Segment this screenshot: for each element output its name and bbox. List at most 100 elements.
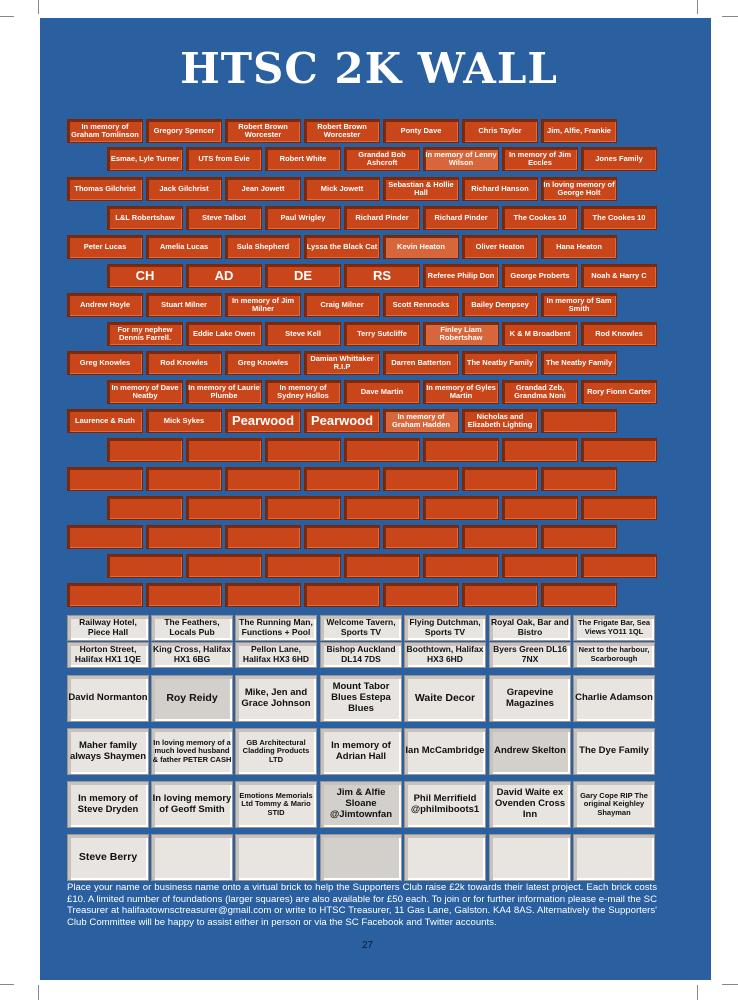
foundation-stone: Andrew Skelton bbox=[489, 728, 571, 775]
sponsor-stone: The Running Man, Functions + Pool bbox=[235, 615, 317, 641]
sponsor-stone: Boothtown, Halifax HX3 6HD bbox=[404, 642, 486, 668]
wall-brick: UTS from Evie bbox=[186, 147, 262, 171]
wall-brick: Sula Shepherd bbox=[225, 235, 301, 259]
wall-brick: Lyssa the Black Cat bbox=[304, 235, 380, 259]
wall-brick: Grandad Bob Ashcroft bbox=[344, 147, 420, 171]
crop-mark bbox=[722, 984, 738, 985]
wall-brick: Amelia Lucas bbox=[146, 235, 222, 259]
wall-brick bbox=[304, 525, 380, 549]
wall-brick: Craig Milner bbox=[304, 293, 380, 317]
wall-brick bbox=[265, 496, 341, 520]
foundation-stone bbox=[489, 834, 571, 881]
wall-brick: Jean Jowett bbox=[225, 177, 301, 201]
wall-brick bbox=[541, 525, 617, 549]
wall-brick: Kevin Heaton bbox=[383, 235, 459, 259]
foundation-stone: Roy Reidy bbox=[151, 675, 233, 722]
wall-brick bbox=[107, 496, 183, 520]
wall-brick: In memory of Sydney Hollos bbox=[265, 380, 341, 404]
foundation-stone: In memory of Steve Dryden bbox=[67, 781, 149, 828]
wall-brick bbox=[107, 554, 183, 578]
sponsor-stone: Royal Oak, Bar and Bistro bbox=[489, 615, 571, 641]
wall-brick: Gregory Spencer bbox=[146, 119, 222, 143]
wall-brick: Finley Liam Robertshaw bbox=[423, 322, 499, 346]
wall-brick bbox=[502, 554, 578, 578]
wall-brick: Thomas Gilchrist bbox=[67, 177, 143, 201]
wall-brick: Nicholas and Elizabeth Lighting bbox=[462, 409, 538, 433]
wall-brick: Darren Batterton bbox=[383, 351, 459, 375]
sponsor-stone: Horton Street, Halifax HX1 1QE bbox=[67, 642, 149, 668]
wall-brick: The Cookes 10 bbox=[502, 206, 578, 230]
wall-brick bbox=[581, 496, 657, 520]
foundation-stone: Jim & Alfie Sloane @Jimtownfan bbox=[320, 781, 402, 828]
footer-text: Place your name or business name onto a … bbox=[67, 882, 657, 928]
wall-brick: In memory of Dave Neatby bbox=[107, 380, 183, 404]
wall-brick: Greg Knowles bbox=[225, 351, 301, 375]
wall-brick: In memory of Sam Smith bbox=[541, 293, 617, 317]
sponsor-stone: The Feathers, Locals Pub bbox=[151, 615, 233, 641]
foundation-stone: Phil Merrifield @philmiboots1 bbox=[404, 781, 486, 828]
wall-brick bbox=[541, 467, 617, 491]
foundation-stone: The Dye Family bbox=[573, 728, 655, 775]
foundation-stone: In loving memory of a much loved husband… bbox=[151, 728, 233, 775]
wall-brick: George Proberts bbox=[502, 264, 578, 288]
wall-brick: L&L Robertshaw bbox=[107, 206, 183, 230]
wall-brick: Oliver Heaton bbox=[462, 235, 538, 259]
wall-brick: In loving memory of George Holt bbox=[541, 177, 617, 201]
wall-brick bbox=[581, 554, 657, 578]
foundation-stone bbox=[573, 834, 655, 881]
crop-mark bbox=[697, 985, 698, 1000]
wall-brick: Bailey Dempsey bbox=[462, 293, 538, 317]
wall-brick: K & M Broadbent bbox=[502, 322, 578, 346]
foundation-stone bbox=[235, 834, 317, 881]
wall-brick bbox=[67, 583, 143, 607]
foundation-stone: Charlie Adamson bbox=[573, 675, 655, 722]
wall-brick: The Neatby Family bbox=[462, 351, 538, 375]
wall-brick: Rod Knowles bbox=[146, 351, 222, 375]
wall-brick: Jones Family bbox=[581, 147, 657, 171]
wall-brick: The Cookes 10 bbox=[581, 206, 657, 230]
wall-brick bbox=[186, 438, 262, 462]
crop-mark bbox=[38, 0, 39, 14]
wall-brick bbox=[186, 496, 262, 520]
sponsor-stone: Bishop Auckland DL14 7DS bbox=[320, 642, 402, 668]
foundation-stone: Steve Berry bbox=[67, 834, 149, 881]
foundation-stone: Ian McCambridge bbox=[404, 728, 486, 775]
wall-brick bbox=[146, 467, 222, 491]
wall-brick bbox=[146, 583, 222, 607]
wall-brick: Richard Hanson bbox=[462, 177, 538, 201]
wall-brick bbox=[423, 496, 499, 520]
wall-brick bbox=[304, 467, 380, 491]
wall-brick: AD bbox=[186, 264, 262, 288]
foundation-stone: Mike, Jen and Grace Johnson bbox=[235, 675, 317, 722]
wall-brick: Esmae, Lyle Turner bbox=[107, 147, 183, 171]
wall-brick: In memory of Jim Milner bbox=[225, 293, 301, 317]
foundation-stone: Waite Decor bbox=[404, 675, 486, 722]
wall-brick: Andrew Hoyle bbox=[67, 293, 143, 317]
wall-brick bbox=[423, 554, 499, 578]
wall-brick bbox=[186, 554, 262, 578]
wall-brick: Jim, Alfie, Frankie bbox=[541, 119, 617, 143]
wall-brick: CH bbox=[107, 264, 183, 288]
crop-mark bbox=[38, 985, 39, 1000]
foundation-stone bbox=[151, 834, 233, 881]
wall-brick bbox=[502, 496, 578, 520]
wall-brick: In memory of Graham Hadden bbox=[383, 409, 459, 433]
foundation-stone: Maher family always Shaymen bbox=[67, 728, 149, 775]
wall-brick: In memory of Laurie Plumbe bbox=[186, 380, 262, 404]
foundation-stone: GB Architectural Cladding Products LTD bbox=[235, 728, 317, 775]
wall-brick bbox=[541, 409, 617, 433]
wall-brick: Steve Talbot bbox=[186, 206, 262, 230]
wall-brick bbox=[265, 554, 341, 578]
wall-brick: In memory of Jim Eccles bbox=[502, 147, 578, 171]
foundation-stone: In memory of Adrian Hall bbox=[320, 728, 402, 775]
sponsor-stone: Pellon Lane, Halifax HX3 6HD bbox=[235, 642, 317, 668]
wall-brick: Eddie Lake Owen bbox=[186, 322, 262, 346]
sponsor-stone: Flying Dutchman, Sports TV bbox=[404, 615, 486, 641]
wall-brick: For my nephew Dennis Farrell. bbox=[107, 322, 183, 346]
page-number: 27 bbox=[362, 940, 374, 951]
wall-brick: Mick Jowett bbox=[304, 177, 380, 201]
sponsor-stone: Byers Green DL16 7NX bbox=[489, 642, 571, 668]
wall-brick bbox=[67, 525, 143, 549]
wall-brick bbox=[462, 467, 538, 491]
wall-brick: Terry Sutcliffe bbox=[344, 322, 420, 346]
